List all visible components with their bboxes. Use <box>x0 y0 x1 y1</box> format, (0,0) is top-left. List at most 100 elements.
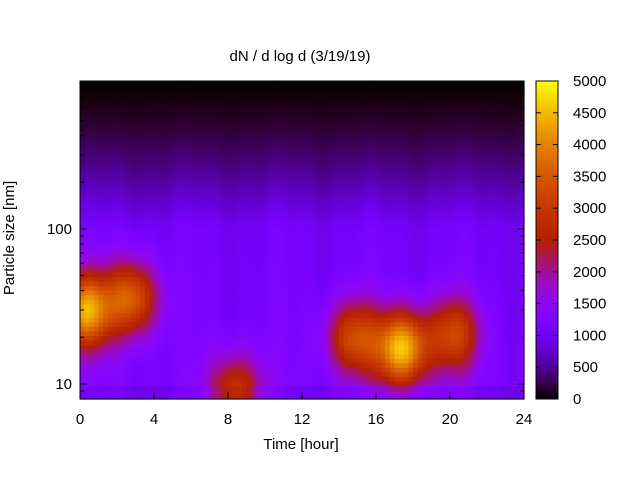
heatmap-cell <box>265 344 271 350</box>
heatmap-cell <box>223 312 229 318</box>
heatmap-cell <box>223 339 229 346</box>
heatmap-cell <box>84 349 90 355</box>
heatmap-cell <box>177 171 183 177</box>
heatmap-cell <box>172 217 178 223</box>
heatmap-cell <box>130 267 137 273</box>
heatmap-cell <box>126 140 132 146</box>
heatmap-cell <box>260 235 266 241</box>
heatmap-cell <box>232 267 238 273</box>
heatmap-cell <box>246 308 252 314</box>
heatmap-cell <box>107 321 113 327</box>
heatmap-cell <box>117 85 123 91</box>
heatmap-cell <box>334 353 340 359</box>
heatmap-cell <box>107 140 113 146</box>
heatmap-cell <box>269 117 275 123</box>
heatmap-cell <box>376 140 382 146</box>
heatmap-cell <box>297 208 303 214</box>
heatmap-cell <box>167 385 174 391</box>
heatmap-cell <box>232 217 238 223</box>
heatmap-cell <box>385 212 391 218</box>
heatmap-cell <box>117 135 123 141</box>
heatmap-cell <box>320 208 326 214</box>
heatmap-cell <box>334 99 340 105</box>
heatmap-cell <box>117 353 123 359</box>
heatmap-cell <box>311 285 317 291</box>
heatmap-cell <box>394 117 400 123</box>
heatmap-cell <box>385 90 391 96</box>
heatmap-cell <box>186 312 192 318</box>
heatmap-cell <box>394 149 400 155</box>
heatmap-cell <box>112 335 118 341</box>
heatmap-cell <box>209 194 215 200</box>
heatmap-cell <box>265 303 271 309</box>
heatmap-cell <box>394 380 400 386</box>
heatmap-cell <box>154 280 160 287</box>
heatmap-cell <box>283 103 289 109</box>
heatmap-cell <box>352 312 359 318</box>
heatmap-cell <box>394 140 400 146</box>
heatmap-cell <box>385 258 391 264</box>
heatmap-cell <box>93 221 100 227</box>
heatmap-cell <box>200 94 206 100</box>
heatmap-cell <box>306 117 312 123</box>
heatmap-cell <box>366 108 372 114</box>
heatmap-cell <box>130 176 137 182</box>
heatmap-cell <box>292 190 298 196</box>
heatmap-cell <box>107 144 113 150</box>
heatmap-cell <box>334 158 340 164</box>
heatmap-cell <box>246 135 252 141</box>
heatmap-cell <box>362 194 368 200</box>
heatmap-cell <box>191 121 197 128</box>
heatmap-cell <box>135 185 141 191</box>
heatmap-cell <box>218 203 224 209</box>
heatmap-cell <box>371 240 377 246</box>
heatmap-cell <box>89 280 95 287</box>
heatmap-cell <box>200 108 206 114</box>
heatmap-cell <box>288 208 294 214</box>
heatmap-cell <box>135 217 141 223</box>
heatmap-cell <box>292 226 298 232</box>
heatmap-cell <box>167 112 174 118</box>
heatmap-cell <box>352 94 359 100</box>
heatmap-cell <box>292 203 298 209</box>
heatmap-cell <box>167 230 174 237</box>
heatmap-cell <box>112 126 118 132</box>
heatmap-cell <box>255 117 261 123</box>
heatmap-cell <box>255 321 261 327</box>
heatmap-cell <box>311 162 317 168</box>
heatmap-cell <box>389 367 396 373</box>
heatmap-cell <box>334 212 340 218</box>
heatmap-cell <box>140 226 146 232</box>
heatmap-cell <box>394 394 400 400</box>
heatmap-cell <box>246 117 252 123</box>
heatmap-cell <box>283 321 289 327</box>
heatmap-cell <box>214 285 220 291</box>
heatmap-cell <box>218 112 224 118</box>
heatmap-cell <box>140 126 146 132</box>
heatmap-cell <box>103 385 109 391</box>
heatmap-cell <box>200 344 206 350</box>
heatmap-cell <box>209 289 215 296</box>
heatmap-cell <box>191 267 197 273</box>
heatmap-cell <box>241 276 248 282</box>
heatmap-cell <box>186 353 192 359</box>
heatmap-cell <box>269 153 275 159</box>
heatmap-cell <box>107 112 113 118</box>
heatmap-cell <box>311 185 317 191</box>
heatmap-cell <box>112 353 118 359</box>
heatmap-cell <box>302 103 308 109</box>
heatmap-cell <box>241 294 248 300</box>
heatmap-cell <box>389 380 396 386</box>
heatmap-cell <box>269 235 275 241</box>
heatmap-cell <box>339 203 345 209</box>
heatmap-cell <box>158 303 164 309</box>
heatmap-cell <box>274 349 280 355</box>
heatmap-cell <box>84 126 90 132</box>
heatmap-cell <box>371 144 377 150</box>
heatmap-cell <box>362 117 368 123</box>
heatmap-cell <box>130 249 137 255</box>
heatmap-cell <box>362 394 368 400</box>
heatmap-cell <box>362 126 368 132</box>
heatmap-cell <box>334 385 340 391</box>
heatmap-cell <box>186 294 192 300</box>
